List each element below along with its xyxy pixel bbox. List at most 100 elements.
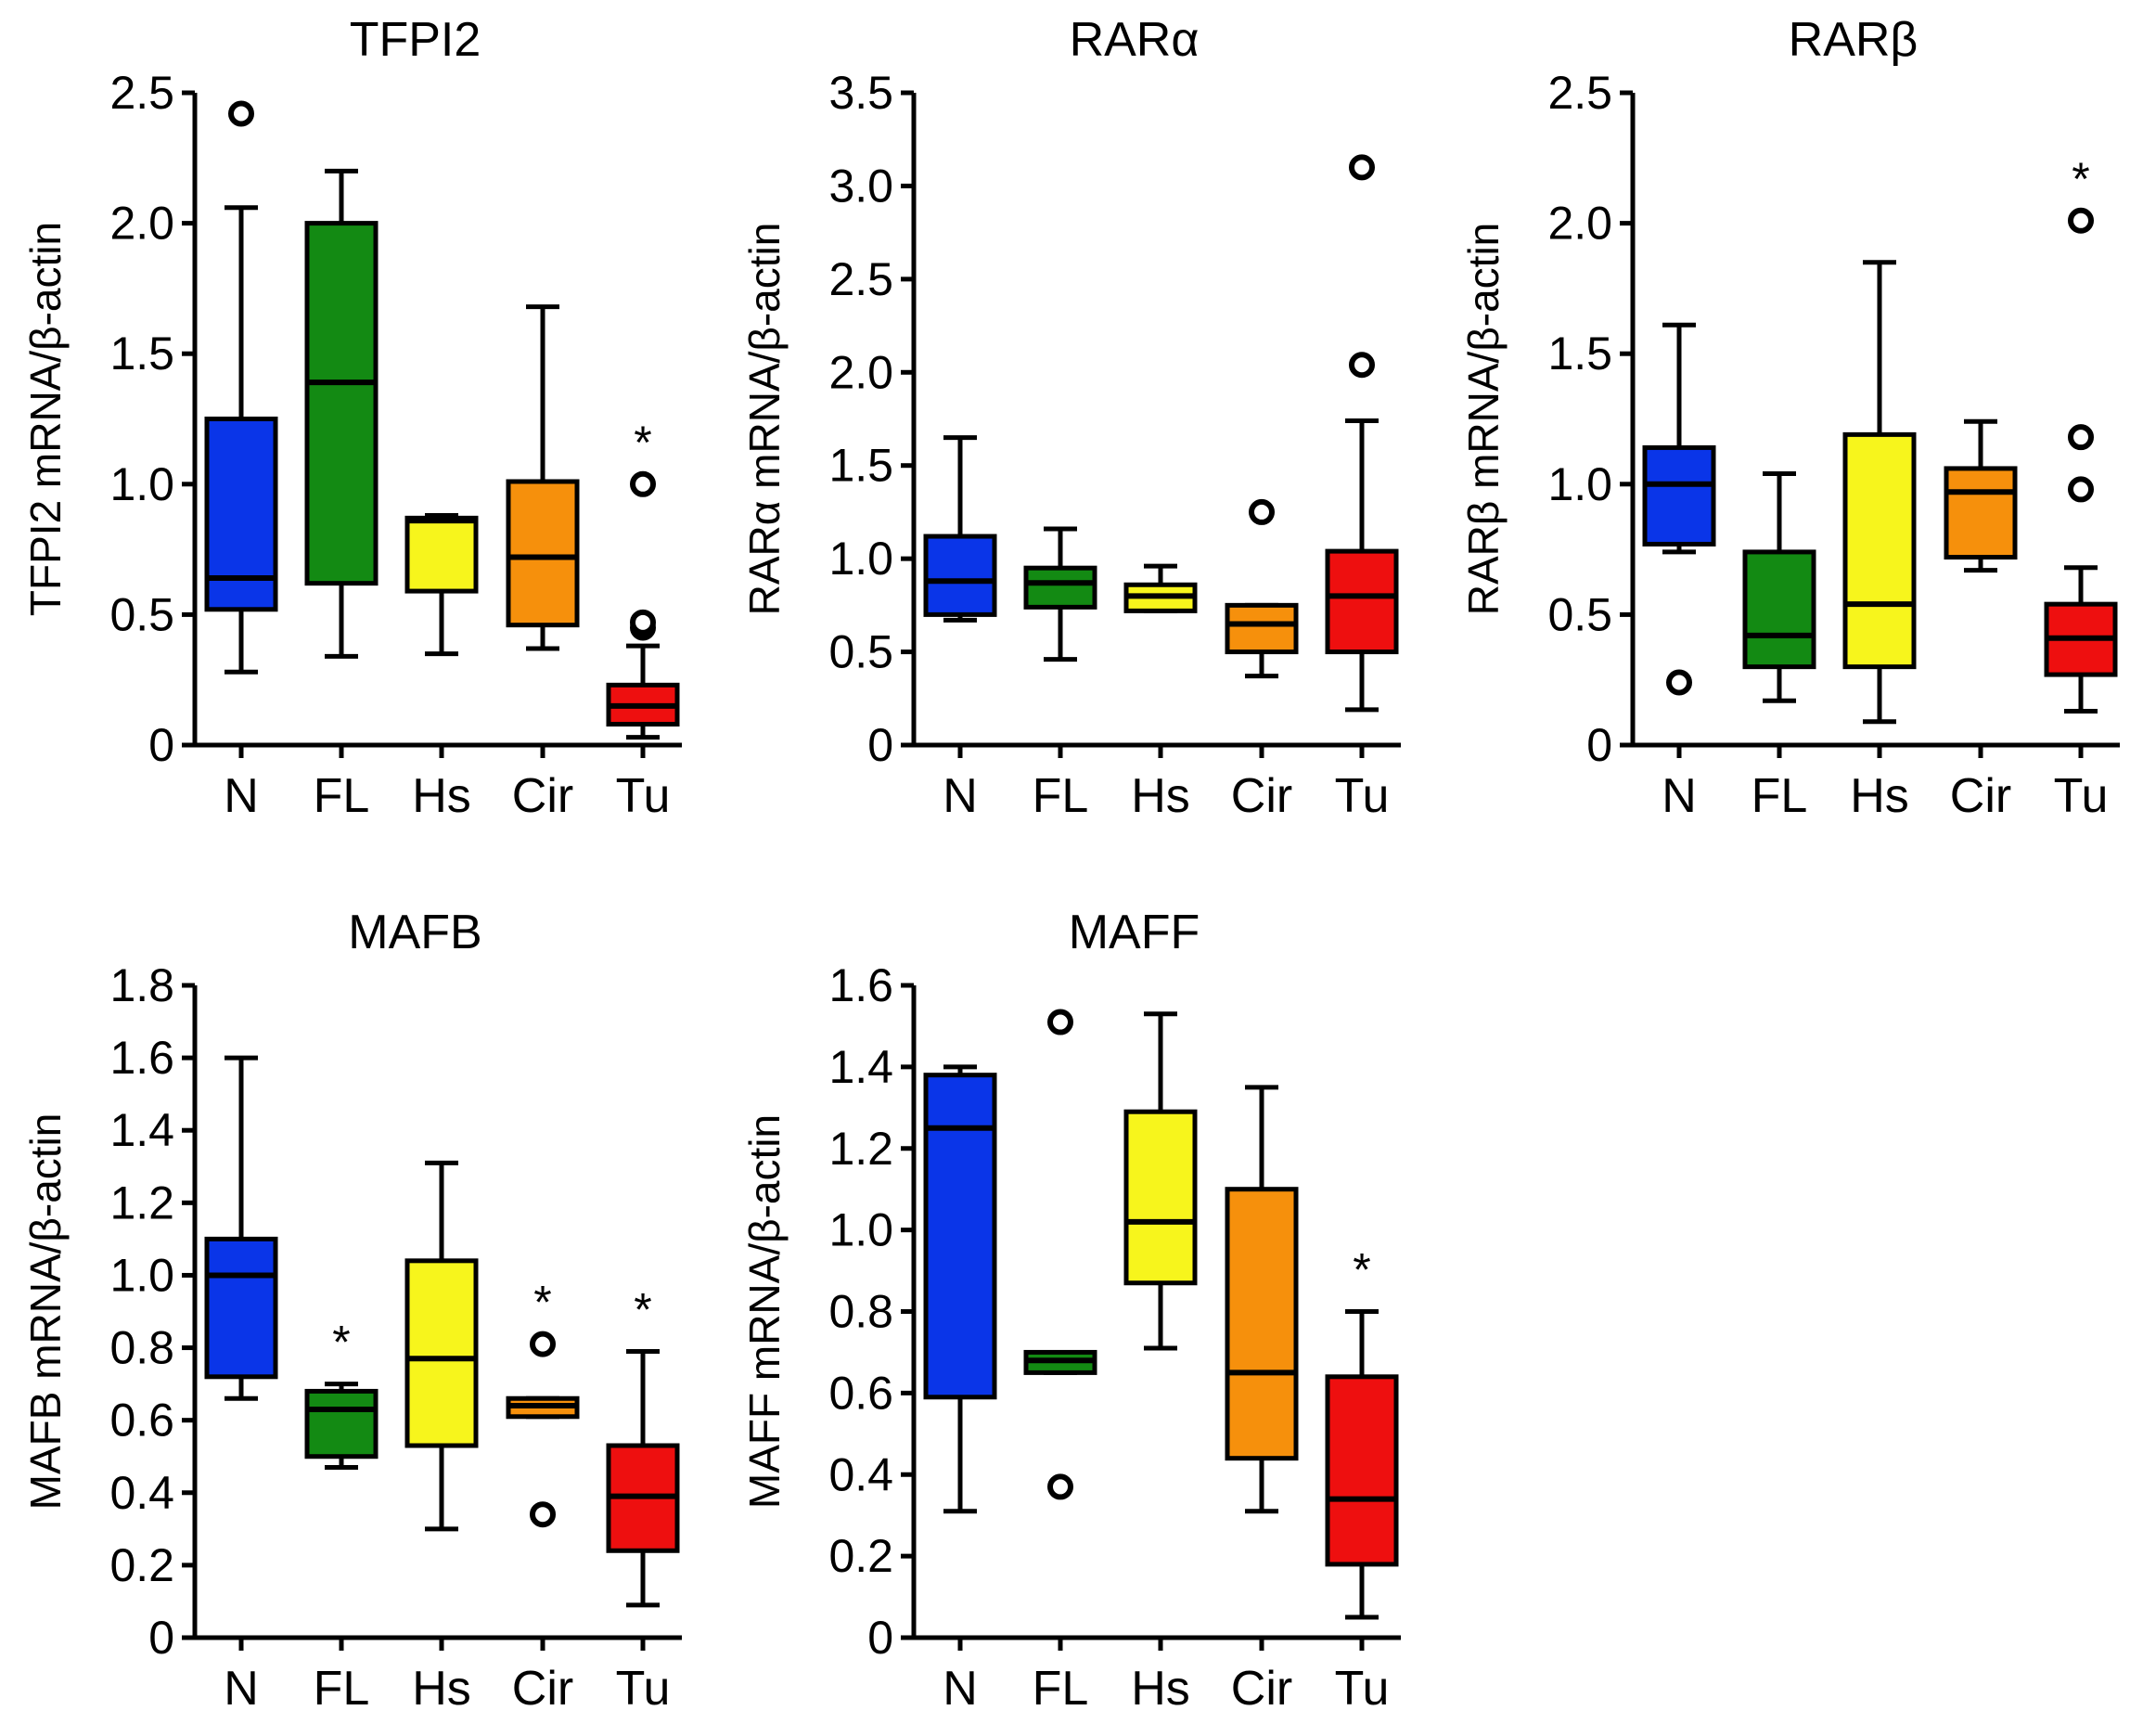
y-tick-label: 1.0 — [828, 1204, 893, 1256]
outlier-point — [530, 1331, 556, 1357]
y-tick-label: 0.4 — [109, 1467, 174, 1519]
y-tick-label: 0.2 — [109, 1539, 174, 1591]
x-category-label: Tu — [2054, 769, 2109, 823]
iqr-box — [1642, 444, 1716, 547]
significance-star: * — [634, 417, 651, 469]
outlier-point — [2068, 476, 2094, 503]
y-tick-label: 2.5 — [828, 253, 893, 305]
outlier-point — [1249, 498, 1275, 525]
y-tick-label: 0.2 — [828, 1530, 893, 1582]
box-Hs — [404, 1160, 479, 1532]
iqr-box — [923, 534, 997, 617]
box-N — [204, 100, 278, 675]
x-category-label: Hs — [412, 1662, 471, 1716]
box-FL — [1023, 1009, 1097, 1500]
iqr-box — [1225, 602, 1299, 655]
chart-panel-1: RARα RARα mRNA/β-actin 0 0.5 1.0 1.5 2.0 2.5 3.0… — [740, 13, 1401, 823]
iqr-box — [1944, 466, 2018, 560]
significance-star: * — [634, 1283, 651, 1335]
outlier-point — [1349, 154, 1375, 181]
outlier-point — [1349, 352, 1375, 379]
iqr-box — [923, 1073, 997, 1400]
y-axis-label: TFPI2 mRNA/β-actin — [21, 222, 70, 616]
box-Cir — [506, 304, 580, 651]
y-tick-label: 0.5 — [109, 588, 174, 640]
y-tick-label: 0.6 — [828, 1367, 893, 1419]
x-category-label: N — [1662, 769, 1697, 823]
y-tick-label: 0.5 — [828, 626, 893, 678]
significance-star: * — [1353, 1244, 1370, 1296]
x-category-label: Cir — [1950, 769, 2011, 823]
box-N — [923, 1064, 997, 1514]
y-axis-label: RARβ mRNA/β-actin — [1459, 223, 1508, 616]
box-Hs — [1123, 563, 1198, 613]
y-tick-label: 2.5 — [109, 67, 174, 119]
outlier-point — [2068, 424, 2094, 451]
y-tick-label: 1.5 — [1547, 328, 1612, 379]
y-tick-label: 1.0 — [828, 533, 893, 585]
chart-title: RARα — [1070, 13, 1200, 67]
box-N — [204, 1055, 278, 1401]
y-tick-label: 0 — [867, 1612, 893, 1664]
chart-title: TFPI2 — [350, 13, 481, 67]
y-tick-label: 3.0 — [828, 160, 893, 212]
box-FL — [1023, 526, 1097, 662]
chart-title: MAFF — [1069, 906, 1200, 959]
chart-title: RARβ — [1789, 13, 1918, 67]
x-category-label: N — [943, 769, 978, 823]
y-tick-label: 1.0 — [1547, 458, 1612, 510]
outlier-point — [630, 470, 656, 497]
y-tick-label: 0 — [148, 719, 174, 771]
y-tick-label: 1.0 — [109, 458, 174, 510]
x-category-label: FL — [1752, 769, 1808, 823]
x-category-label: Tu — [1335, 1662, 1390, 1716]
box-Tu: * — [606, 417, 680, 740]
significance-star: * — [533, 1277, 551, 1329]
x-category-label: Hs — [412, 769, 471, 823]
chart-title: MAFB — [348, 906, 481, 959]
iqr-box — [1225, 1187, 1299, 1461]
box-Cir: * — [506, 1277, 580, 1528]
box-Hs — [1842, 260, 1917, 725]
x-category-label: FL — [1033, 1662, 1089, 1716]
y-tick-label: 1.6 — [828, 959, 893, 1011]
x-category-label: Tu — [1335, 769, 1390, 823]
y-axis-label: MAFB mRNA/β-actin — [21, 1113, 70, 1511]
box-Tu: * — [2044, 153, 2118, 714]
y-tick-label: 2.0 — [1547, 198, 1612, 250]
y-tick-label: 1.4 — [828, 1041, 893, 1093]
iqr-box — [1325, 548, 1399, 655]
chart-panel-0: TFPI2 TFPI2 mRNA/β-actin 0 0.5 1.0 1.5 2.0 2.5 N… — [21, 13, 682, 823]
chart-panel-4: MAFF MAFF mRNA/β-actin 0 0.2 0.4 0.6 0.8 1.0 1.2… — [740, 906, 1401, 1716]
y-tick-label: 0.8 — [828, 1286, 893, 1338]
chart-panel-2: RARβ RARβ mRNA/β-actin 0 0.5 1.0 1.5 2.0 2.5 N FL… — [1459, 13, 2120, 823]
y-tick-label: 1.8 — [109, 959, 174, 1011]
y-tick-label: 0.4 — [828, 1448, 893, 1500]
box-Tu — [1325, 154, 1399, 713]
box-Cir — [1225, 1085, 1299, 1514]
y-tick-label: 1.6 — [109, 1032, 174, 1084]
x-category-label: FL — [314, 1662, 370, 1716]
box-FL — [1742, 471, 1816, 703]
iqr-box — [1742, 549, 1816, 670]
y-tick-label: 1.5 — [828, 440, 893, 492]
iqr-box — [304, 221, 379, 586]
y-tick-label: 2.0 — [828, 346, 893, 398]
y-tick-label: 0.5 — [1547, 588, 1612, 640]
y-tick-label: 2.0 — [109, 198, 174, 250]
y-axis-label: MAFF mRNA/β-actin — [740, 1114, 789, 1509]
box-Hs — [1123, 1011, 1198, 1351]
outlier-point — [2068, 207, 2094, 234]
x-category-label: N — [224, 769, 259, 823]
chart-panel-3: MAFB MAFB mRNA/β-actin 0 0.2 0.4 0.6 0.8 1.0 1.2… — [21, 906, 682, 1716]
x-category-label: N — [943, 1662, 978, 1716]
y-tick-label: 2.5 — [1547, 67, 1612, 119]
outlier-point — [1047, 1009, 1073, 1035]
x-category-label: Cir — [1231, 1662, 1292, 1716]
outlier-point — [630, 609, 656, 636]
outlier-point — [228, 100, 254, 127]
x-category-label: Cir — [512, 769, 573, 823]
box-N — [923, 435, 997, 623]
box-FL: * — [304, 1317, 379, 1470]
